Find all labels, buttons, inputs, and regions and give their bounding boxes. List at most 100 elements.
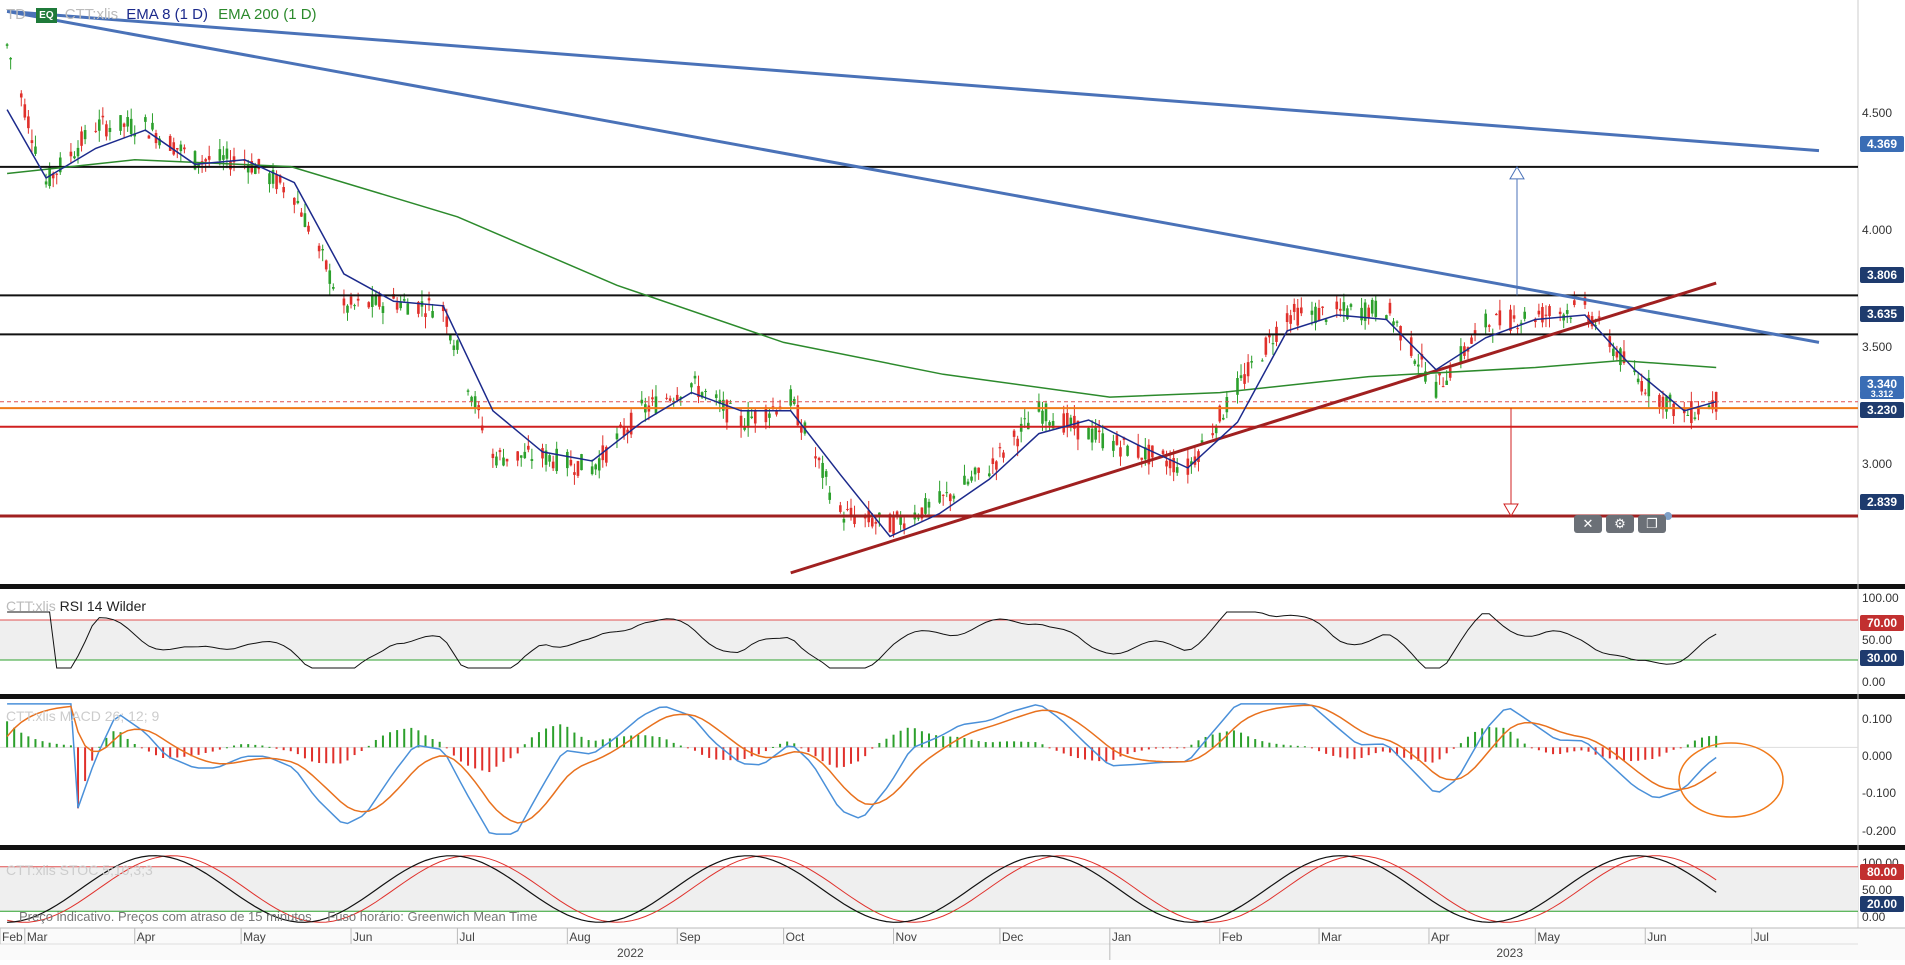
macd-histogram-bar	[1169, 747, 1172, 749]
macd-histogram-bar	[77, 747, 80, 809]
candle-body	[257, 159, 261, 170]
candle-body	[197, 164, 200, 167]
macd-histogram-bar	[424, 735, 427, 748]
macd-histogram-bar	[736, 747, 739, 761]
macd-histogram-bar	[268, 746, 271, 748]
macd-histogram-bar	[1091, 747, 1094, 761]
macd-histogram-bar	[771, 746, 774, 748]
candle-body	[977, 467, 980, 473]
candle-body	[651, 397, 654, 400]
macd-tick: 0.000	[1862, 749, 1893, 763]
candle-body	[367, 302, 371, 308]
candle-body	[402, 299, 406, 301]
candle-body	[495, 456, 498, 466]
month-label: Jul	[459, 930, 474, 944]
candle-body	[1200, 440, 1204, 443]
macd-histogram-bar	[1190, 744, 1193, 748]
macd-histogram-bar	[509, 747, 512, 759]
month-label: Feb	[2, 930, 23, 944]
macd-histogram-bar	[1615, 747, 1618, 760]
macd-histogram-bar	[764, 747, 767, 752]
month-label: Feb	[1222, 930, 1243, 944]
candle-body	[839, 505, 842, 512]
macd-histogram-bar	[1332, 747, 1335, 756]
candle-body	[853, 515, 856, 525]
candle-body	[275, 174, 278, 190]
candle-body	[1044, 403, 1048, 422]
candle-body	[73, 156, 76, 159]
macd-histogram-bar	[112, 731, 115, 748]
candle-body	[1041, 410, 1044, 424]
candle-body	[722, 399, 725, 411]
macd-histogram-bar	[998, 741, 1001, 748]
macd-line	[7, 703, 1717, 835]
candle-body	[502, 457, 505, 466]
ema8-legend[interactable]: EMA 8 (1 D)	[126, 6, 208, 23]
candle-body	[321, 248, 324, 251]
macd-histogram-bar	[580, 736, 583, 748]
ema200-legend[interactable]: EMA 200 (1 D)	[218, 6, 317, 23]
candle-body	[1211, 433, 1214, 436]
candle-body	[371, 294, 374, 307]
candle-body	[590, 466, 594, 475]
candle-body	[1236, 378, 1239, 395]
candle-body	[452, 345, 456, 351]
macd-histogram-bar	[665, 739, 668, 748]
macd-histogram-bar	[6, 721, 9, 748]
candle-body	[97, 119, 101, 131]
candle-body	[94, 130, 98, 132]
macd-histogram-bar	[147, 747, 150, 752]
macd-histogram-bar	[828, 747, 831, 765]
candle-body	[119, 115, 122, 131]
candle-body	[1441, 386, 1445, 388]
candle-body	[629, 412, 633, 435]
macd-histogram-bar	[389, 732, 392, 748]
macd-histogram-bar	[1630, 747, 1633, 762]
rsi-tag-30: 30.00	[1860, 650, 1904, 666]
macd-histogram-bar	[871, 747, 874, 749]
macd-histogram-bar	[1367, 747, 1370, 756]
candle-body	[1434, 381, 1438, 398]
macd-histogram-bar	[1339, 747, 1342, 758]
macd-histogram-bar	[963, 738, 966, 748]
candle-body	[449, 335, 452, 341]
candle-body	[527, 445, 530, 450]
macd-histogram-bar	[1488, 727, 1491, 748]
candle-body	[1186, 458, 1190, 475]
macd-histogram-bar	[1495, 727, 1498, 748]
candle-body	[846, 508, 849, 510]
macd-histogram-bar	[275, 747, 278, 749]
candle-body	[1374, 300, 1378, 318]
macd-histogram-bar	[105, 737, 108, 748]
macd-histogram-bar	[1112, 747, 1115, 760]
macd-histogram-bar	[417, 730, 420, 748]
candle-body	[966, 481, 970, 485]
candle-body	[1119, 447, 1122, 457]
candle-body	[700, 392, 704, 398]
candle-body	[548, 455, 551, 462]
candle-body	[200, 161, 204, 163]
candle-body	[204, 159, 207, 162]
macd-histogram-bar	[1310, 747, 1313, 749]
candle-body	[693, 375, 697, 379]
candle-body	[19, 93, 23, 98]
macd-histogram-bar	[1247, 736, 1250, 748]
macd-histogram-bar	[1303, 746, 1306, 748]
candle-body	[296, 200, 300, 204]
macd-histogram-bar	[637, 734, 640, 748]
candle-body	[1147, 444, 1151, 465]
close-icon[interactable]: ✕	[1574, 515, 1602, 533]
month-label: Sep	[679, 930, 701, 944]
macd-histogram-bar	[20, 732, 23, 748]
macd-histogram-bar	[403, 728, 406, 748]
gear-icon[interactable]: ⚙	[1606, 515, 1634, 533]
candle-body	[991, 458, 995, 464]
candles	[5, 42, 1718, 538]
macd-histogram-bar	[1162, 747, 1165, 749]
macd-histogram-bar	[374, 739, 377, 748]
macd-histogram-bar	[1587, 747, 1590, 752]
candle-body	[253, 166, 257, 174]
copy-icon[interactable]: ❐	[1638, 515, 1666, 533]
